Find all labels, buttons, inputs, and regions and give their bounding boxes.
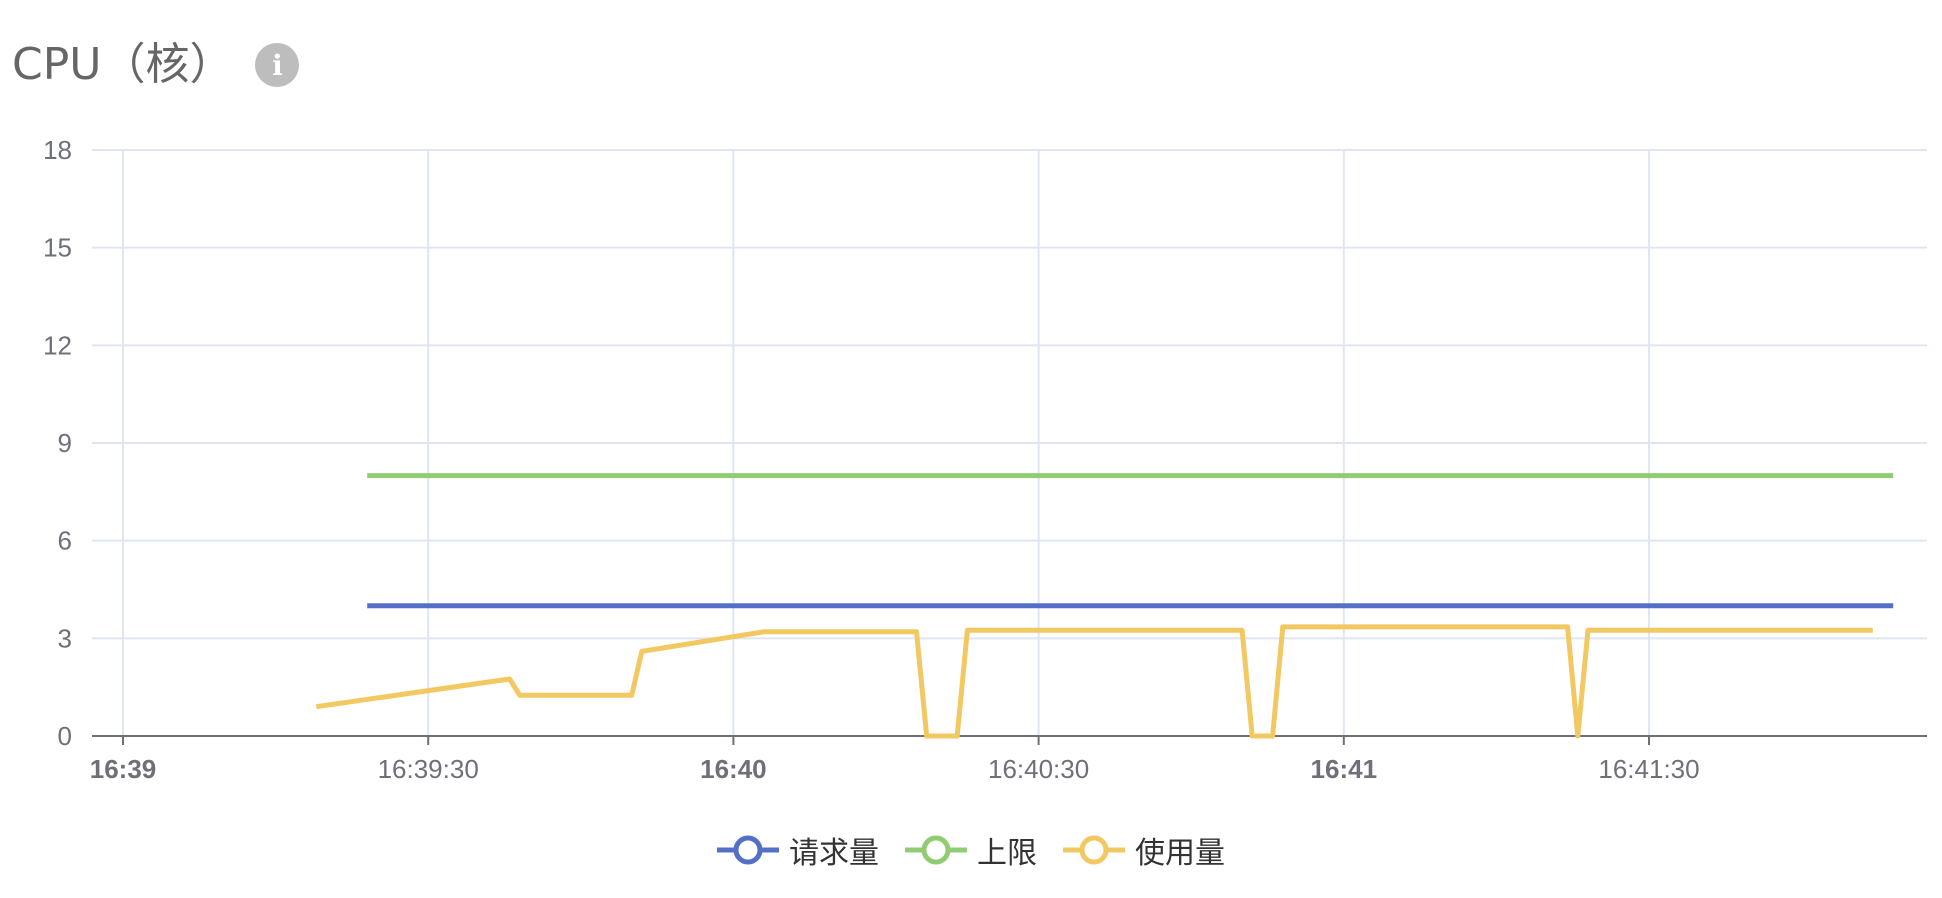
legend-item-0[interactable]: 请求量 [717,828,879,872]
y-tick-label: 9 [58,428,72,458]
series-line-2 [316,627,1873,736]
y-tick-label: 0 [58,721,72,751]
y-tick-label: 12 [43,330,72,360]
y-tick-label: 3 [58,623,72,653]
y-tick-label: 15 [43,233,72,263]
x-tick-label: 16:41 [1311,754,1378,784]
x-tick-label: 16:40 [700,754,767,784]
x-tick-label: 16:39:30 [378,754,479,784]
y-tick-label: 18 [43,135,72,165]
legend-label: 请求量 [789,828,879,872]
cpu-line-chart: 0 3 6 9 12 15 18 16:39 16:39:30 16:40 16:40:30 16:4… [0,0,1942,820]
y-tick-label: 6 [58,526,72,556]
legend-marker-icon [905,833,967,867]
x-tick-label: 16:40:30 [988,754,1089,784]
x-tick-label: 16:39 [90,754,157,784]
x-tick-label: 16:41:30 [1598,754,1699,784]
legend-label: 使用量 [1135,828,1225,872]
legend-label: 上限 [977,828,1037,872]
legend-marker-icon [1063,833,1125,867]
legend-marker-icon [717,833,779,867]
legend-item-1[interactable]: 上限 [905,828,1037,872]
legend-item-2[interactable]: 使用量 [1063,828,1225,872]
chart-legend: 请求量 上限 使用量 [0,828,1942,872]
